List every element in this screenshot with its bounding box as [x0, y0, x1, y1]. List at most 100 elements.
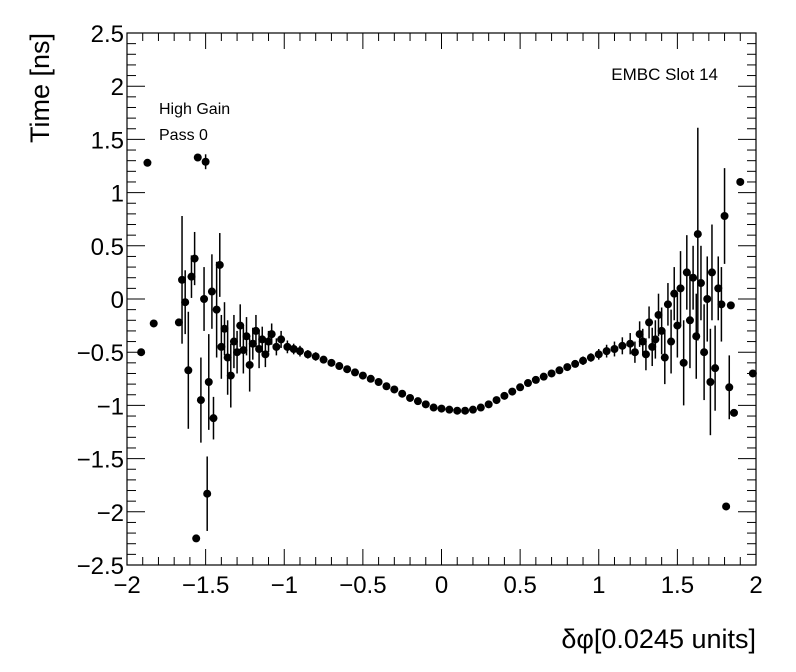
data-point	[682, 268, 691, 277]
data-point	[258, 335, 267, 344]
x-tick-label: 1.5	[661, 572, 694, 599]
data-point	[196, 396, 205, 405]
y-tick-label: −1	[97, 393, 124, 420]
data-point	[445, 405, 454, 414]
data-point	[437, 404, 446, 413]
data-point	[398, 389, 407, 398]
x-axis-title: δφ[0.0245 units]	[561, 624, 756, 654]
x-tick-label: −2	[113, 572, 140, 599]
data-point	[602, 347, 611, 356]
data-point	[492, 396, 501, 405]
data-point	[729, 408, 738, 417]
y-tick-label: 0.5	[91, 234, 124, 261]
data-point	[673, 321, 682, 330]
data-point	[579, 356, 588, 365]
data-point	[725, 383, 734, 392]
data-point	[223, 353, 232, 362]
data-point	[406, 393, 415, 402]
data-point	[689, 273, 698, 282]
data-point	[264, 337, 273, 346]
data-point	[174, 318, 183, 327]
data-point	[651, 335, 660, 344]
data-point	[261, 350, 270, 359]
data-point	[190, 254, 199, 263]
data-point	[657, 326, 666, 335]
chart-title: EMBC Slot 14	[611, 65, 718, 84]
data-point	[343, 365, 352, 374]
data-point	[714, 284, 723, 293]
data-point	[204, 377, 213, 386]
data-point	[693, 230, 702, 239]
data-point	[660, 353, 669, 362]
y-tick-label: 2	[111, 74, 124, 101]
data-point	[143, 158, 152, 167]
x-tick-label: 0	[435, 572, 448, 599]
data-point	[461, 406, 470, 415]
data-point	[523, 379, 532, 388]
data-point	[289, 345, 298, 354]
data-point	[648, 342, 657, 351]
data-point	[711, 364, 720, 373]
data-point	[233, 348, 242, 357]
data-point	[327, 358, 336, 367]
data-point	[717, 300, 726, 309]
data-point	[722, 502, 731, 511]
x-tick-label: 2	[749, 572, 762, 599]
x-tick-label: −1.5	[182, 572, 229, 599]
data-point	[187, 272, 196, 281]
data-point	[618, 341, 627, 350]
data-point	[255, 345, 264, 354]
data-point	[413, 397, 422, 406]
data-point	[226, 371, 235, 380]
data-point	[251, 326, 260, 335]
data-point	[630, 348, 639, 357]
data-point	[563, 363, 572, 372]
data-point	[594, 350, 603, 359]
data-point	[319, 355, 328, 364]
data-point	[351, 368, 360, 377]
data-point	[207, 287, 216, 296]
data-point	[374, 377, 383, 386]
data-point	[201, 157, 210, 166]
data-point	[181, 298, 190, 307]
data-point	[516, 383, 525, 392]
data-point	[508, 387, 517, 396]
axis-ticks	[126, 32, 757, 566]
data-point	[626, 339, 635, 348]
data-point	[645, 318, 654, 327]
data-point	[335, 362, 344, 371]
data-point	[500, 391, 509, 400]
y-tick-label: 2.5	[91, 21, 124, 48]
data-point	[311, 352, 320, 361]
data-point	[703, 295, 712, 303]
data-point	[696, 279, 705, 288]
data-point	[726, 301, 735, 310]
data-point	[267, 330, 276, 339]
y-tick-label: 1.5	[91, 127, 124, 154]
x-tick-label: 1	[592, 572, 605, 599]
data-point	[272, 342, 281, 351]
data-point	[149, 319, 158, 328]
data-point	[638, 337, 647, 346]
data-point	[586, 353, 595, 362]
x-tick-label: 0.5	[503, 572, 536, 599]
data-point	[484, 400, 493, 409]
data-point	[209, 414, 218, 423]
data-point	[641, 350, 650, 359]
y-tick-label: −2.5	[77, 553, 124, 580]
data-point	[192, 534, 201, 543]
data-point	[531, 375, 540, 384]
data-point	[692, 332, 701, 341]
annotation-pass: Pass 0	[159, 127, 208, 144]
y-tick-label: −2	[97, 500, 124, 527]
data-point	[248, 339, 257, 348]
data-point	[635, 330, 644, 339]
data-point	[220, 324, 229, 333]
data-point	[382, 382, 391, 391]
y-tick-label: 0	[111, 287, 124, 314]
y-tick-label: −0.5	[77, 340, 124, 367]
data-point	[178, 275, 187, 284]
data-point	[429, 403, 438, 412]
